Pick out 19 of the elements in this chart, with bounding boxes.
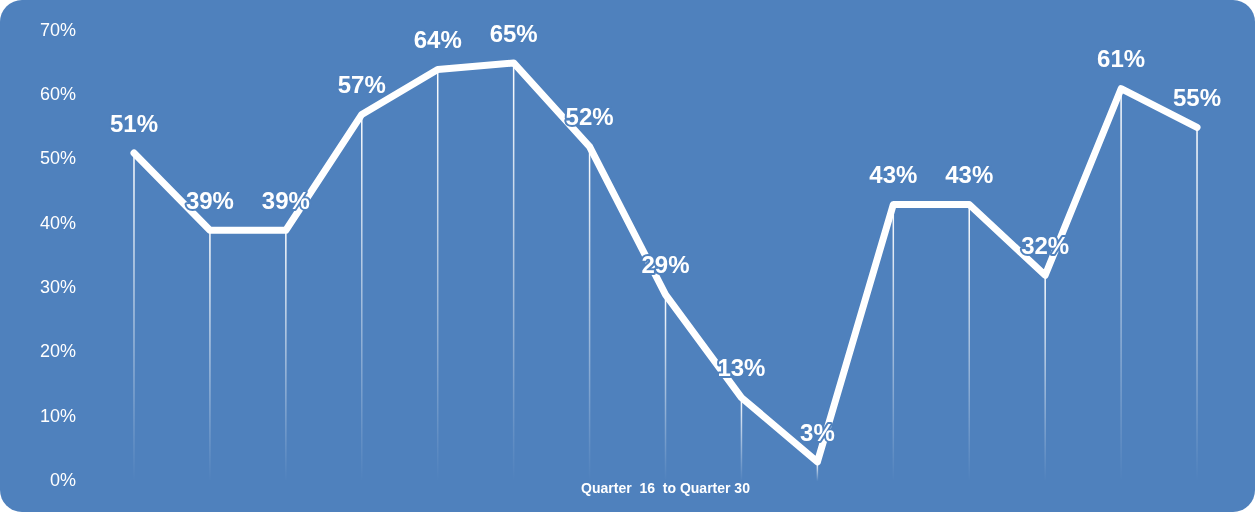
data-label: 57%: [337, 71, 386, 99]
data-label: 43%: [945, 161, 994, 189]
data-label: 52%: [565, 103, 614, 131]
y-tick-label: 0%: [50, 470, 77, 491]
y-tick-label: 20%: [40, 341, 77, 362]
y-tick-label: 10%: [40, 405, 77, 426]
y-tick-label: 60%: [40, 84, 77, 105]
x-axis-title: Quarter 16 to Quarter 30: [581, 480, 751, 497]
data-label: 65%: [489, 19, 538, 47]
y-tick-label: 40%: [40, 212, 77, 233]
data-label: 61%: [1097, 45, 1146, 73]
data-label: 55%: [1173, 83, 1222, 111]
data-label: 64%: [413, 26, 462, 54]
data-label: 43%: [869, 161, 918, 189]
data-label: 51%: [109, 109, 159, 137]
y-tick-label: 70%: [40, 19, 77, 40]
y-tick-label: 30%: [40, 277, 77, 298]
data-label: 39%: [185, 186, 234, 214]
y-tick-label: 50%: [40, 148, 77, 169]
